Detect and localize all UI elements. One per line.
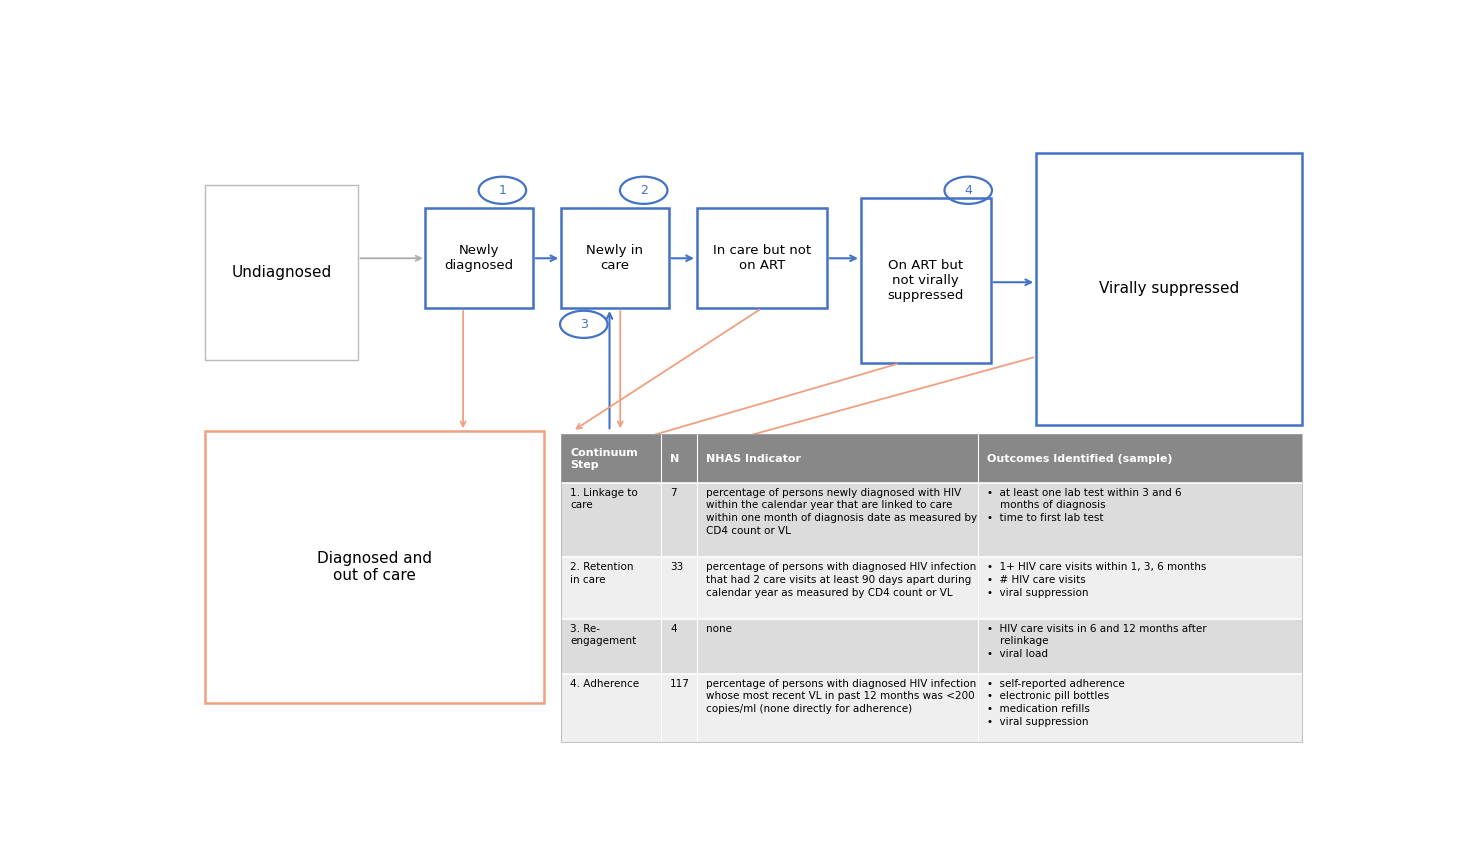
Bar <box>562 435 1301 742</box>
Text: Virally suppressed: Virally suppressed <box>1099 281 1239 296</box>
Text: In care but not
on ART: In care but not on ART <box>713 244 811 272</box>
Text: Newly in
care: Newly in care <box>587 244 643 272</box>
Text: percentage of persons with diagnosed HIV infection
that had 2 care visits at lea: percentage of persons with diagnosed HIV… <box>706 562 976 598</box>
Text: percentage of persons newly diagnosed with HIV
within the calendar year that are: percentage of persons newly diagnosed wi… <box>706 488 978 536</box>
Text: Newly
diagnosed: Newly diagnosed <box>445 244 514 272</box>
Bar <box>562 558 1301 619</box>
Text: •  at least one lab test within 3 and 6
    months of diagnosis
•  time to first: • at least one lab test within 3 and 6 m… <box>988 488 1182 523</box>
Bar <box>562 619 1301 674</box>
Text: Diagnosed and
out of care: Diagnosed and out of care <box>317 551 432 584</box>
Text: •  HIV care visits in 6 and 12 months after
    relinkage
•  viral load: • HIV care visits in 6 and 12 months aft… <box>988 623 1207 659</box>
Text: 3: 3 <box>579 318 588 331</box>
Bar <box>426 208 533 308</box>
Text: On ART but
not virally
suppressed: On ART but not virally suppressed <box>887 259 964 302</box>
Text: 3. Re-
engagement: 3. Re- engagement <box>570 623 636 647</box>
Text: 4: 4 <box>670 623 677 633</box>
Bar <box>562 435 1301 483</box>
Text: 2. Retention
in care: 2. Retention in care <box>570 562 633 584</box>
Text: 2: 2 <box>641 184 648 197</box>
Text: Outcomes Identified (sample): Outcomes Identified (sample) <box>988 453 1173 463</box>
Text: none: none <box>706 623 732 633</box>
Text: 4. Adherence: 4. Adherence <box>570 679 639 689</box>
Bar <box>697 208 827 308</box>
Text: 1: 1 <box>499 184 506 197</box>
Text: percentage of persons with diagnosed HIV infection
whose most recent VL in past : percentage of persons with diagnosed HIV… <box>706 679 976 714</box>
Text: •  self-reported adherence
•  electronic pill bottles
•  medication refills
•  v: • self-reported adherence • electronic p… <box>988 679 1125 727</box>
Text: •  1+ HIV care visits within 1, 3, 6 months
•  # HIV care visits
•  viral suppre: • 1+ HIV care visits within 1, 3, 6 mont… <box>988 562 1207 598</box>
Bar <box>1036 153 1301 425</box>
Bar <box>562 208 668 308</box>
Bar <box>562 483 1301 558</box>
Bar <box>204 185 357 360</box>
Text: 4: 4 <box>964 184 972 197</box>
Text: NHAS Indicator: NHAS Indicator <box>706 453 801 463</box>
Text: N: N <box>670 453 680 463</box>
Text: Undiagnosed: Undiagnosed <box>231 265 331 280</box>
Text: 33: 33 <box>670 562 683 572</box>
Text: 7: 7 <box>670 488 677 498</box>
Bar <box>204 431 544 703</box>
Text: 117: 117 <box>670 679 690 689</box>
Bar <box>861 198 991 363</box>
Text: 1. Linkage to
care: 1. Linkage to care <box>570 488 638 510</box>
Text: Continuum
Step: Continuum Step <box>570 447 638 470</box>
Bar <box>562 674 1301 742</box>
